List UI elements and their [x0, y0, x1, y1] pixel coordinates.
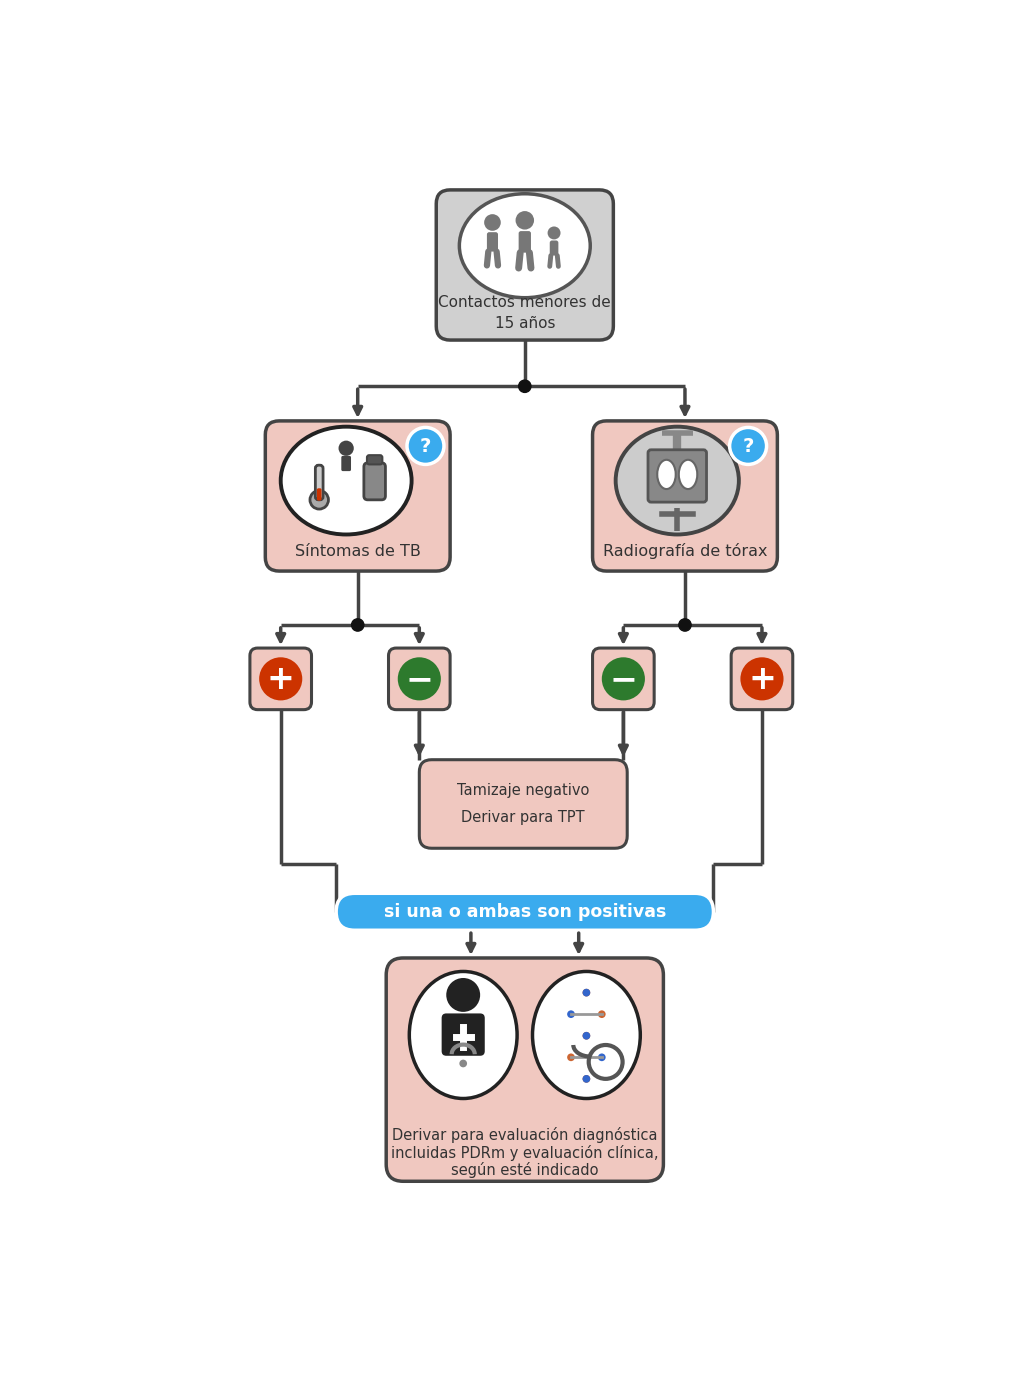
Text: Contactos menores de
15 años: Contactos menores de 15 años: [438, 294, 611, 331]
FancyBboxPatch shape: [367, 455, 382, 464]
Circle shape: [602, 657, 645, 701]
Circle shape: [259, 657, 302, 701]
Ellipse shape: [281, 427, 412, 534]
Text: −: −: [609, 664, 637, 697]
Circle shape: [730, 427, 767, 464]
Circle shape: [583, 1074, 590, 1083]
Text: +: +: [267, 664, 295, 697]
Text: Derivar para TPT: Derivar para TPT: [462, 811, 585, 826]
FancyBboxPatch shape: [386, 958, 664, 1182]
Circle shape: [548, 227, 560, 239]
Circle shape: [567, 1010, 574, 1018]
Text: según esté indicado: según esté indicado: [451, 1162, 599, 1179]
Circle shape: [567, 1054, 574, 1061]
Circle shape: [397, 657, 441, 701]
Text: Tamizaje negativo: Tamizaje negativo: [457, 783, 590, 798]
Circle shape: [484, 214, 501, 231]
Ellipse shape: [532, 971, 640, 1098]
Circle shape: [351, 618, 364, 631]
Ellipse shape: [410, 971, 517, 1098]
Circle shape: [583, 989, 590, 996]
FancyBboxPatch shape: [316, 488, 322, 500]
Text: Síntomas de TB: Síntomas de TB: [295, 544, 421, 559]
Ellipse shape: [460, 194, 590, 298]
FancyBboxPatch shape: [336, 893, 714, 930]
FancyBboxPatch shape: [593, 649, 654, 709]
Circle shape: [598, 1010, 605, 1018]
Ellipse shape: [657, 460, 676, 489]
Circle shape: [583, 989, 590, 996]
Circle shape: [407, 427, 444, 464]
Circle shape: [583, 1032, 590, 1040]
FancyBboxPatch shape: [388, 649, 451, 709]
Circle shape: [740, 657, 783, 701]
Circle shape: [583, 1074, 590, 1083]
FancyBboxPatch shape: [731, 649, 793, 709]
Text: Radiografía de tórax: Radiografía de tórax: [603, 544, 767, 559]
Circle shape: [515, 212, 535, 229]
Circle shape: [518, 381, 531, 393]
FancyBboxPatch shape: [441, 1014, 484, 1055]
Circle shape: [446, 978, 480, 1011]
Ellipse shape: [615, 427, 739, 534]
FancyBboxPatch shape: [648, 449, 707, 502]
Text: Derivar para evaluación diagnóstica: Derivar para evaluación diagnóstica: [392, 1127, 657, 1143]
FancyBboxPatch shape: [364, 463, 385, 500]
Circle shape: [460, 1059, 467, 1068]
FancyBboxPatch shape: [250, 649, 311, 709]
FancyBboxPatch shape: [550, 240, 558, 256]
FancyBboxPatch shape: [315, 466, 323, 500]
Text: si una o ambas son positivas: si una o ambas son positivas: [384, 903, 666, 921]
FancyBboxPatch shape: [436, 190, 613, 339]
FancyBboxPatch shape: [265, 420, 451, 572]
Circle shape: [310, 491, 329, 510]
FancyBboxPatch shape: [419, 760, 628, 848]
FancyBboxPatch shape: [593, 420, 777, 572]
FancyBboxPatch shape: [487, 232, 498, 251]
Text: +: +: [748, 664, 776, 697]
Text: −: −: [406, 664, 433, 697]
Text: incluidas PDRm y evaluación clínica,: incluidas PDRm y evaluación clínica,: [391, 1145, 658, 1161]
Circle shape: [598, 1054, 605, 1061]
Circle shape: [679, 618, 691, 631]
FancyBboxPatch shape: [341, 456, 351, 471]
FancyBboxPatch shape: [518, 231, 531, 253]
Circle shape: [583, 1032, 590, 1040]
Circle shape: [339, 441, 353, 456]
Ellipse shape: [679, 460, 697, 489]
Text: ?: ?: [742, 437, 754, 456]
Text: ?: ?: [420, 437, 431, 456]
